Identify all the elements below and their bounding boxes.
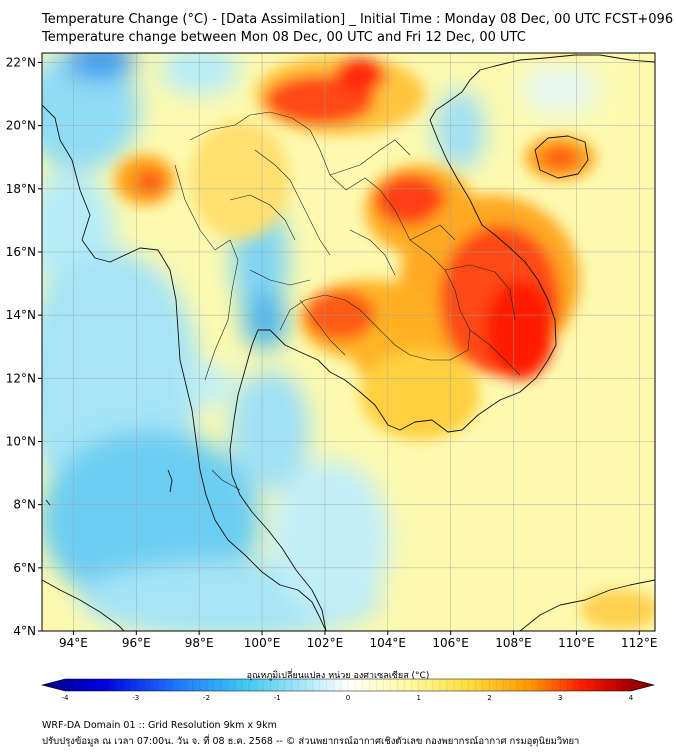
lat-tick-label: 18°N [6,182,36,196]
longitude-axis: 94°E 96°E 98°E 100°E 102°E 104°E 106°E 108°E 110… [59,631,658,650]
lon-tick-label: 98°E [185,636,214,650]
lat-tick-label: 20°N [6,119,36,133]
lat-tick-label: 8°N [13,498,36,512]
map-subtitle: Temperature change between Mon 08 Dec, 0… [42,30,526,45]
lon-tick-label: 94°E [59,636,88,650]
lon-tick-label: 100°E [244,636,281,650]
lat-tick-label: 22°N [6,55,36,69]
colorbar-tick-label: -4 [62,694,70,702]
country-borders [174,111,521,491]
lat-tick-label: 6°N [13,561,36,575]
lon-tick-label: 104°E [370,636,407,650]
colorbar-title: อุณหภูมิเปลี่ยนแปลง หน่วย องศาเซลเซียส (… [246,671,430,681]
colorbar-tick-label: 3 [558,694,562,702]
lon-tick-label: 110°E [558,636,595,650]
map-title: Temperature Change (°C) - [Data Assimila… [42,12,674,27]
colorbar-tick-label: 0 [346,694,350,702]
colorbar-tick-label: 4 [629,694,634,702]
warm-anomalies [115,55,655,630]
latitude-axis: 22°N 20°N 18°N 16°N 14°N 12°N 10°N 8°N 6°N 4°N [6,55,42,638]
footer-credit: ปรับปรุงข้อมูล ณ เวลา 07:00น. วัน จ. ที่… [42,736,580,747]
map-frame [41,52,656,632]
colorbar-tick-label: -1 [274,694,281,702]
colorbar: -4 -3 -2 -1 0 1 2 3 4 [40,678,656,702]
lon-tick-label: 108°E [495,636,532,650]
lon-tick-label: 106°E [432,636,469,650]
lon-tick-label: 102°E [307,636,344,650]
footer-model-info: WRF-DA Domain 01 :: Grid Resolution 9km … [42,720,277,731]
colorbar-tick-label: -3 [132,694,139,702]
lat-tick-label: 4°N [13,624,36,638]
temperature-field [42,53,655,631]
colorbar-tick-label: 1 [417,694,421,702]
colorbar-ticks: -4 -3 -2 -1 0 1 2 3 4 [62,679,634,702]
lat-tick-label: 14°N [6,308,36,322]
lon-tick-label: 112°E [621,636,658,650]
lon-tick-label: 96°E [122,636,151,650]
colorbar-tick-label: 2 [487,694,491,702]
lat-tick-label: 10°N [6,434,36,448]
coastlines [42,54,655,631]
lat-tick-label: 16°N [6,245,36,259]
lat-tick-label: 12°N [6,371,36,385]
colorbar-tick-label: -2 [203,694,210,702]
colorbar-bar [40,678,656,692]
